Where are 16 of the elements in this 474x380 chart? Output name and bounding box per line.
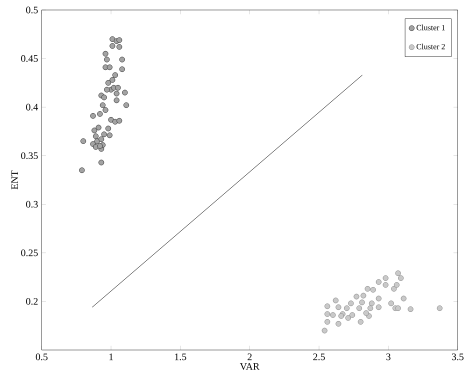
y-tick-label: 0.2	[26, 298, 38, 305]
y-tick-label: 0.3	[26, 200, 38, 208]
y-tick-label: 0.25	[21, 249, 38, 256]
x-tick-label: 2	[248, 354, 252, 360]
y-tick-label: 0.4	[26, 104, 38, 111]
y-tick-label: 0.35	[21, 152, 38, 160]
x-tick-label: 3.5	[452, 354, 464, 360]
x-tick-label: 2.5	[313, 354, 325, 360]
x-tick-label: 1.5	[175, 354, 186, 360]
x-axis-title: VAR	[240, 363, 260, 370]
x-tick-label: 1	[109, 354, 113, 360]
x-tick-label: 0.5	[36, 354, 48, 360]
x-tick-label: 3	[386, 354, 390, 360]
y-tick-label: 0.5	[26, 6, 38, 14]
y-tick-label: 0.45	[21, 55, 38, 62]
y-axis-title: ENT	[11, 170, 18, 190]
